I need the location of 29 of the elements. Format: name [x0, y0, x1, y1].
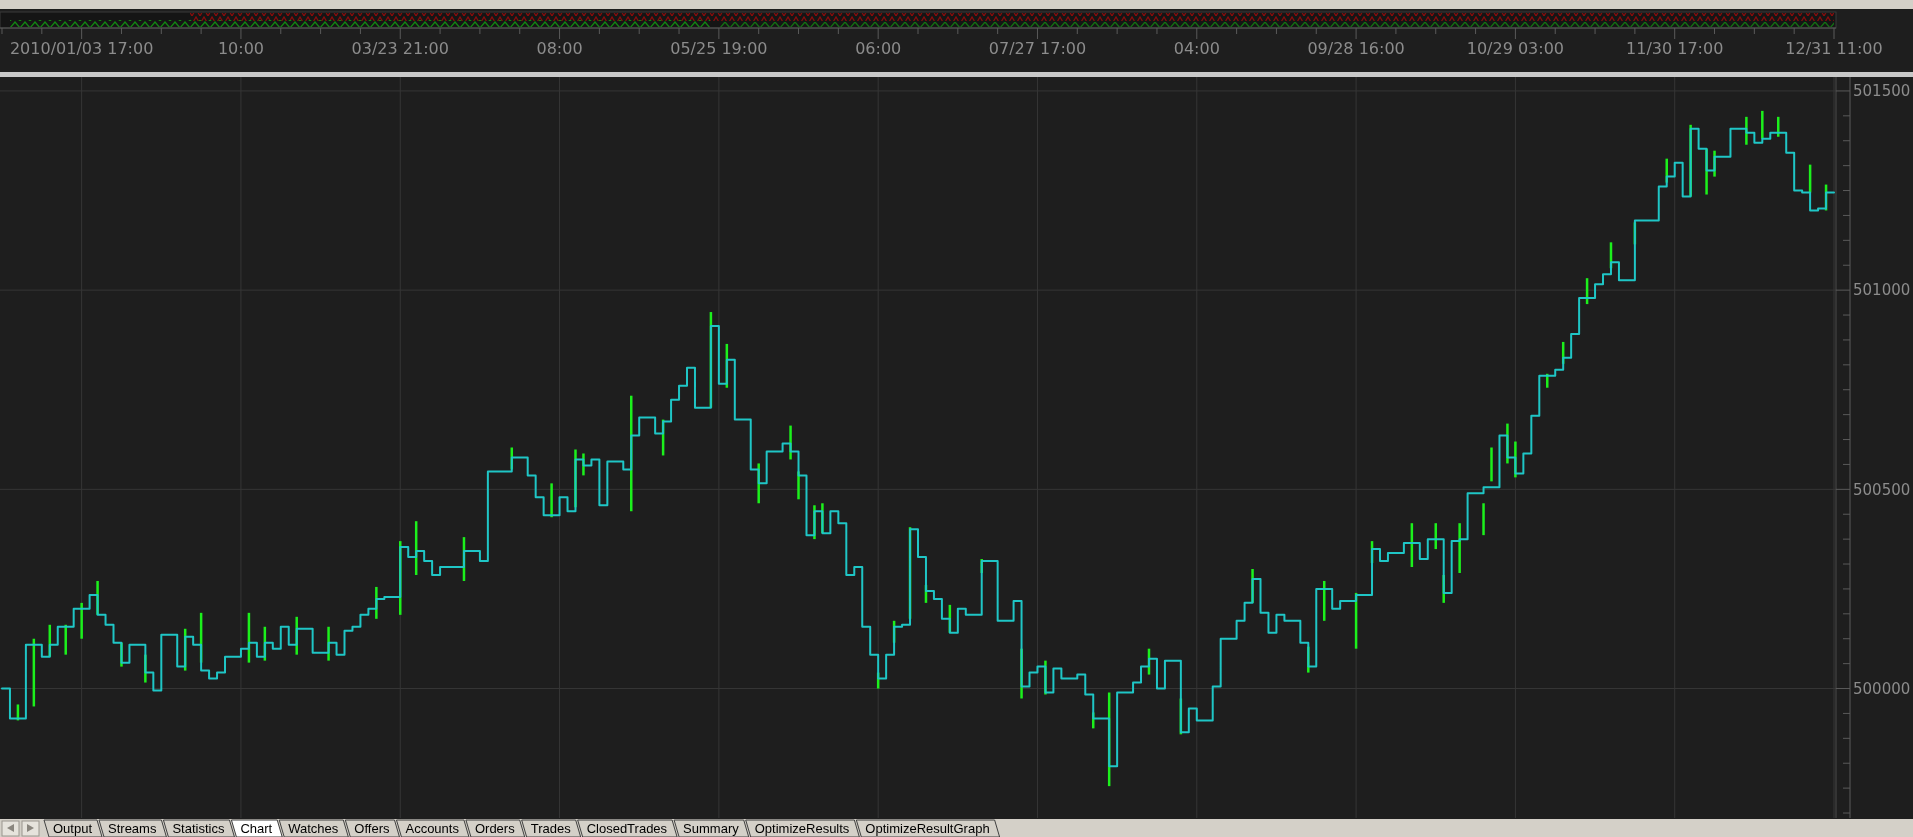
text: Streams: [108, 821, 157, 836]
x-tick-label: 04:00: [1173, 38, 1220, 58]
x-tick-label: 2010/01/03 17:00: [9, 38, 154, 58]
x-tick-label: 10/29 03:00: [1466, 38, 1565, 58]
y-tick-label: 501500: [1853, 82, 1911, 101]
text: Offers: [354, 821, 390, 836]
text: Watches: [288, 821, 339, 836]
text: Chart: [240, 821, 273, 836]
text: OptimizeResults: [754, 821, 850, 836]
text: Summary: [683, 821, 740, 836]
text: Statistics: [172, 821, 225, 836]
y-tick-label: 501000: [1853, 281, 1911, 300]
x-tick-label: 03/23 21:00: [351, 38, 449, 58]
text: Orders: [474, 821, 516, 836]
y-tick-label: 500000: [1853, 679, 1911, 698]
x-tick-label: 08:00: [536, 38, 583, 58]
x-tick-label: 12/31 11:00: [1785, 38, 1883, 58]
x-tick-label: 05/25 19:00: [670, 38, 768, 58]
x-tick-label: 11/30 17:00: [1626, 38, 1724, 58]
x-tick-label: 09/28 16:00: [1307, 38, 1405, 58]
x-tick-label: 10:00: [217, 38, 264, 58]
y-tick-label: 500500: [1853, 480, 1911, 499]
text: Trades: [530, 821, 572, 836]
text: Accounts: [405, 821, 460, 836]
text: ClosedTrades: [586, 821, 668, 836]
x-tick-label: 07/27 17:00: [988, 38, 1087, 58]
x-tick-label: 06:00: [855, 38, 902, 58]
text: Output: [53, 821, 93, 836]
text: OptimizeResultGraph: [865, 821, 990, 836]
